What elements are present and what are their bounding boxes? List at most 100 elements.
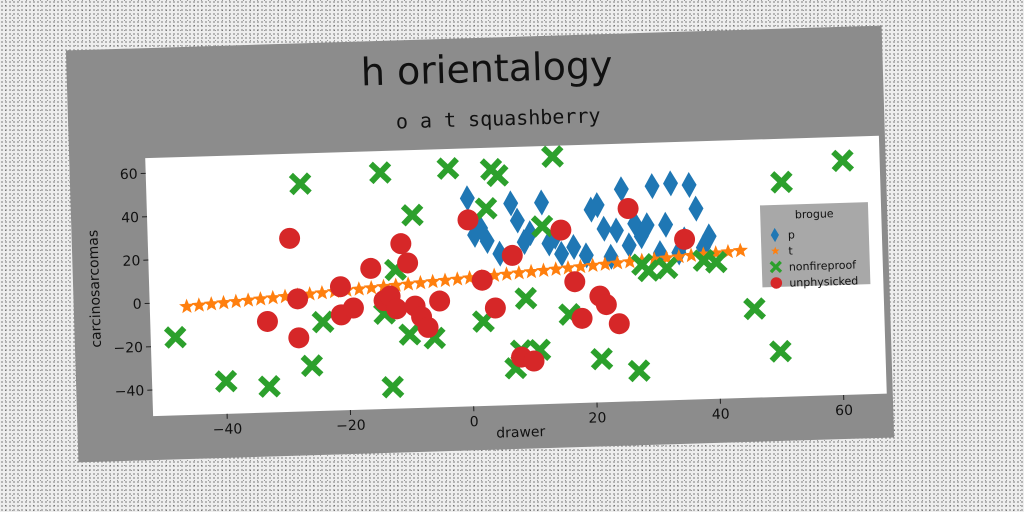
- data-point-star: [363, 279, 379, 295]
- data-point-star: [314, 284, 330, 300]
- data-point-x: [257, 375, 281, 398]
- data-point-x: [831, 149, 855, 173]
- data-point-star: [437, 272, 453, 288]
- data-point-x: [590, 347, 614, 371]
- axis-ticks: −40 −20 0 20 40 60 −40 −20 0 20 40 60: [113, 167, 853, 439]
- chart-subtitle: o a t squashberry: [396, 103, 601, 133]
- x-tick-label: 40: [712, 406, 730, 423]
- data-point-circle: [390, 233, 412, 255]
- data-point-star: [449, 271, 465, 286]
- scatter-chart: h orientalogy o a t squashberry −40 −20 0 2…: [85, 43, 887, 442]
- data-point-circle: [564, 271, 586, 293]
- data-point-circle: [429, 290, 451, 312]
- x-tick-label: −20: [336, 418, 366, 435]
- data-marks: [163, 145, 855, 399]
- data-point-x: [398, 323, 422, 346]
- legend-box: [759, 202, 871, 288]
- data-point-x: [541, 145, 564, 169]
- data-point-diamond: [522, 220, 538, 247]
- y-tick-label: −40: [115, 383, 145, 400]
- data-point-x: [769, 339, 793, 363]
- data-point-star: [216, 294, 232, 310]
- data-point-x: [486, 164, 509, 188]
- data-point-star: [351, 281, 367, 296]
- data-point-x: [530, 214, 554, 238]
- data-point-star: [486, 267, 502, 283]
- data-point-star: [179, 298, 195, 314]
- data-point-star: [523, 263, 539, 279]
- data-point-circle: [571, 307, 593, 329]
- data-point-circle: [386, 298, 408, 320]
- data-point-star: [597, 256, 613, 271]
- y-tick-label: 0: [133, 297, 142, 313]
- figure-card: h orientalogy o a t squashberry −40 −20 0 2…: [65, 25, 895, 463]
- chart-title: h orientalogy: [360, 43, 613, 95]
- data-point-x: [627, 359, 651, 383]
- y-tick-label: −20: [113, 340, 143, 357]
- data-point-star: [720, 243, 736, 259]
- series-unphysicked: [256, 198, 696, 372]
- data-point-diamond: [681, 171, 697, 198]
- data-point-diamond: [613, 176, 629, 203]
- data-point-diamond: [621, 232, 637, 259]
- data-point-star: [302, 286, 318, 301]
- x-tick-label: −40: [213, 421, 243, 438]
- data-point-x: [436, 157, 460, 180]
- data-point-diamond: [583, 196, 599, 223]
- data-point-circle: [674, 228, 696, 250]
- data-point-diamond: [639, 212, 655, 239]
- data-point-x: [214, 369, 238, 393]
- data-point-star: [671, 248, 687, 264]
- data-point-diamond: [596, 215, 612, 242]
- data-point-diamond: [509, 207, 525, 234]
- data-point-star: [622, 253, 638, 269]
- data-point-diamond: [554, 240, 570, 267]
- x-axis-label: drawer: [496, 424, 546, 441]
- data-point-diamond: [516, 229, 532, 256]
- legend-marker-unphysicked: [770, 277, 783, 289]
- data-point-diamond: [644, 173, 660, 200]
- data-point-star: [388, 277, 404, 293]
- data-point-star: [535, 262, 552, 278]
- data-point-x: [704, 250, 728, 274]
- y-tick-label: 40: [121, 210, 139, 227]
- data-point-diamond: [658, 211, 674, 238]
- legend-marker-t: [771, 246, 780, 255]
- y-tick-label: 60: [120, 167, 138, 184]
- data-point-circle: [501, 244, 523, 266]
- data-point-star: [560, 260, 576, 275]
- data-point-star: [732, 242, 748, 258]
- data-point-diamond: [589, 192, 605, 219]
- data-point-x: [163, 325, 187, 349]
- data-point-x: [743, 297, 767, 321]
- data-point-diamond: [534, 189, 550, 216]
- data-point-circle: [360, 257, 382, 279]
- data-point-x: [368, 161, 392, 185]
- data-point-circle: [417, 316, 439, 338]
- data-point-star: [240, 292, 256, 307]
- data-point-x: [400, 203, 424, 227]
- data-point-diamond: [688, 195, 704, 222]
- data-point-star: [585, 257, 601, 273]
- data-point-star: [548, 261, 564, 276]
- data-point-circle: [279, 227, 301, 249]
- series-nonfireproof: [163, 145, 855, 399]
- data-point-circle: [523, 350, 545, 372]
- data-point-star: [265, 289, 281, 305]
- data-point-x: [288, 172, 312, 196]
- data-point-diamond: [503, 190, 519, 217]
- data-point-circle: [256, 310, 278, 332]
- data-point-diamond: [633, 223, 649, 250]
- data-point-diamond: [608, 217, 624, 244]
- legend-label-t: t: [788, 244, 793, 257]
- data-point-circle: [550, 219, 572, 241]
- legend-label-p: p: [788, 228, 795, 241]
- data-point-x: [381, 375, 405, 399]
- data-point-diamond: [578, 242, 594, 269]
- data-point-star: [412, 274, 429, 290]
- data-point-circle: [595, 294, 617, 316]
- data-point-circle: [608, 313, 630, 335]
- legend-marker-nonfireproof: [769, 260, 783, 274]
- data-point-star: [252, 291, 269, 306]
- data-point-star: [511, 265, 527, 280]
